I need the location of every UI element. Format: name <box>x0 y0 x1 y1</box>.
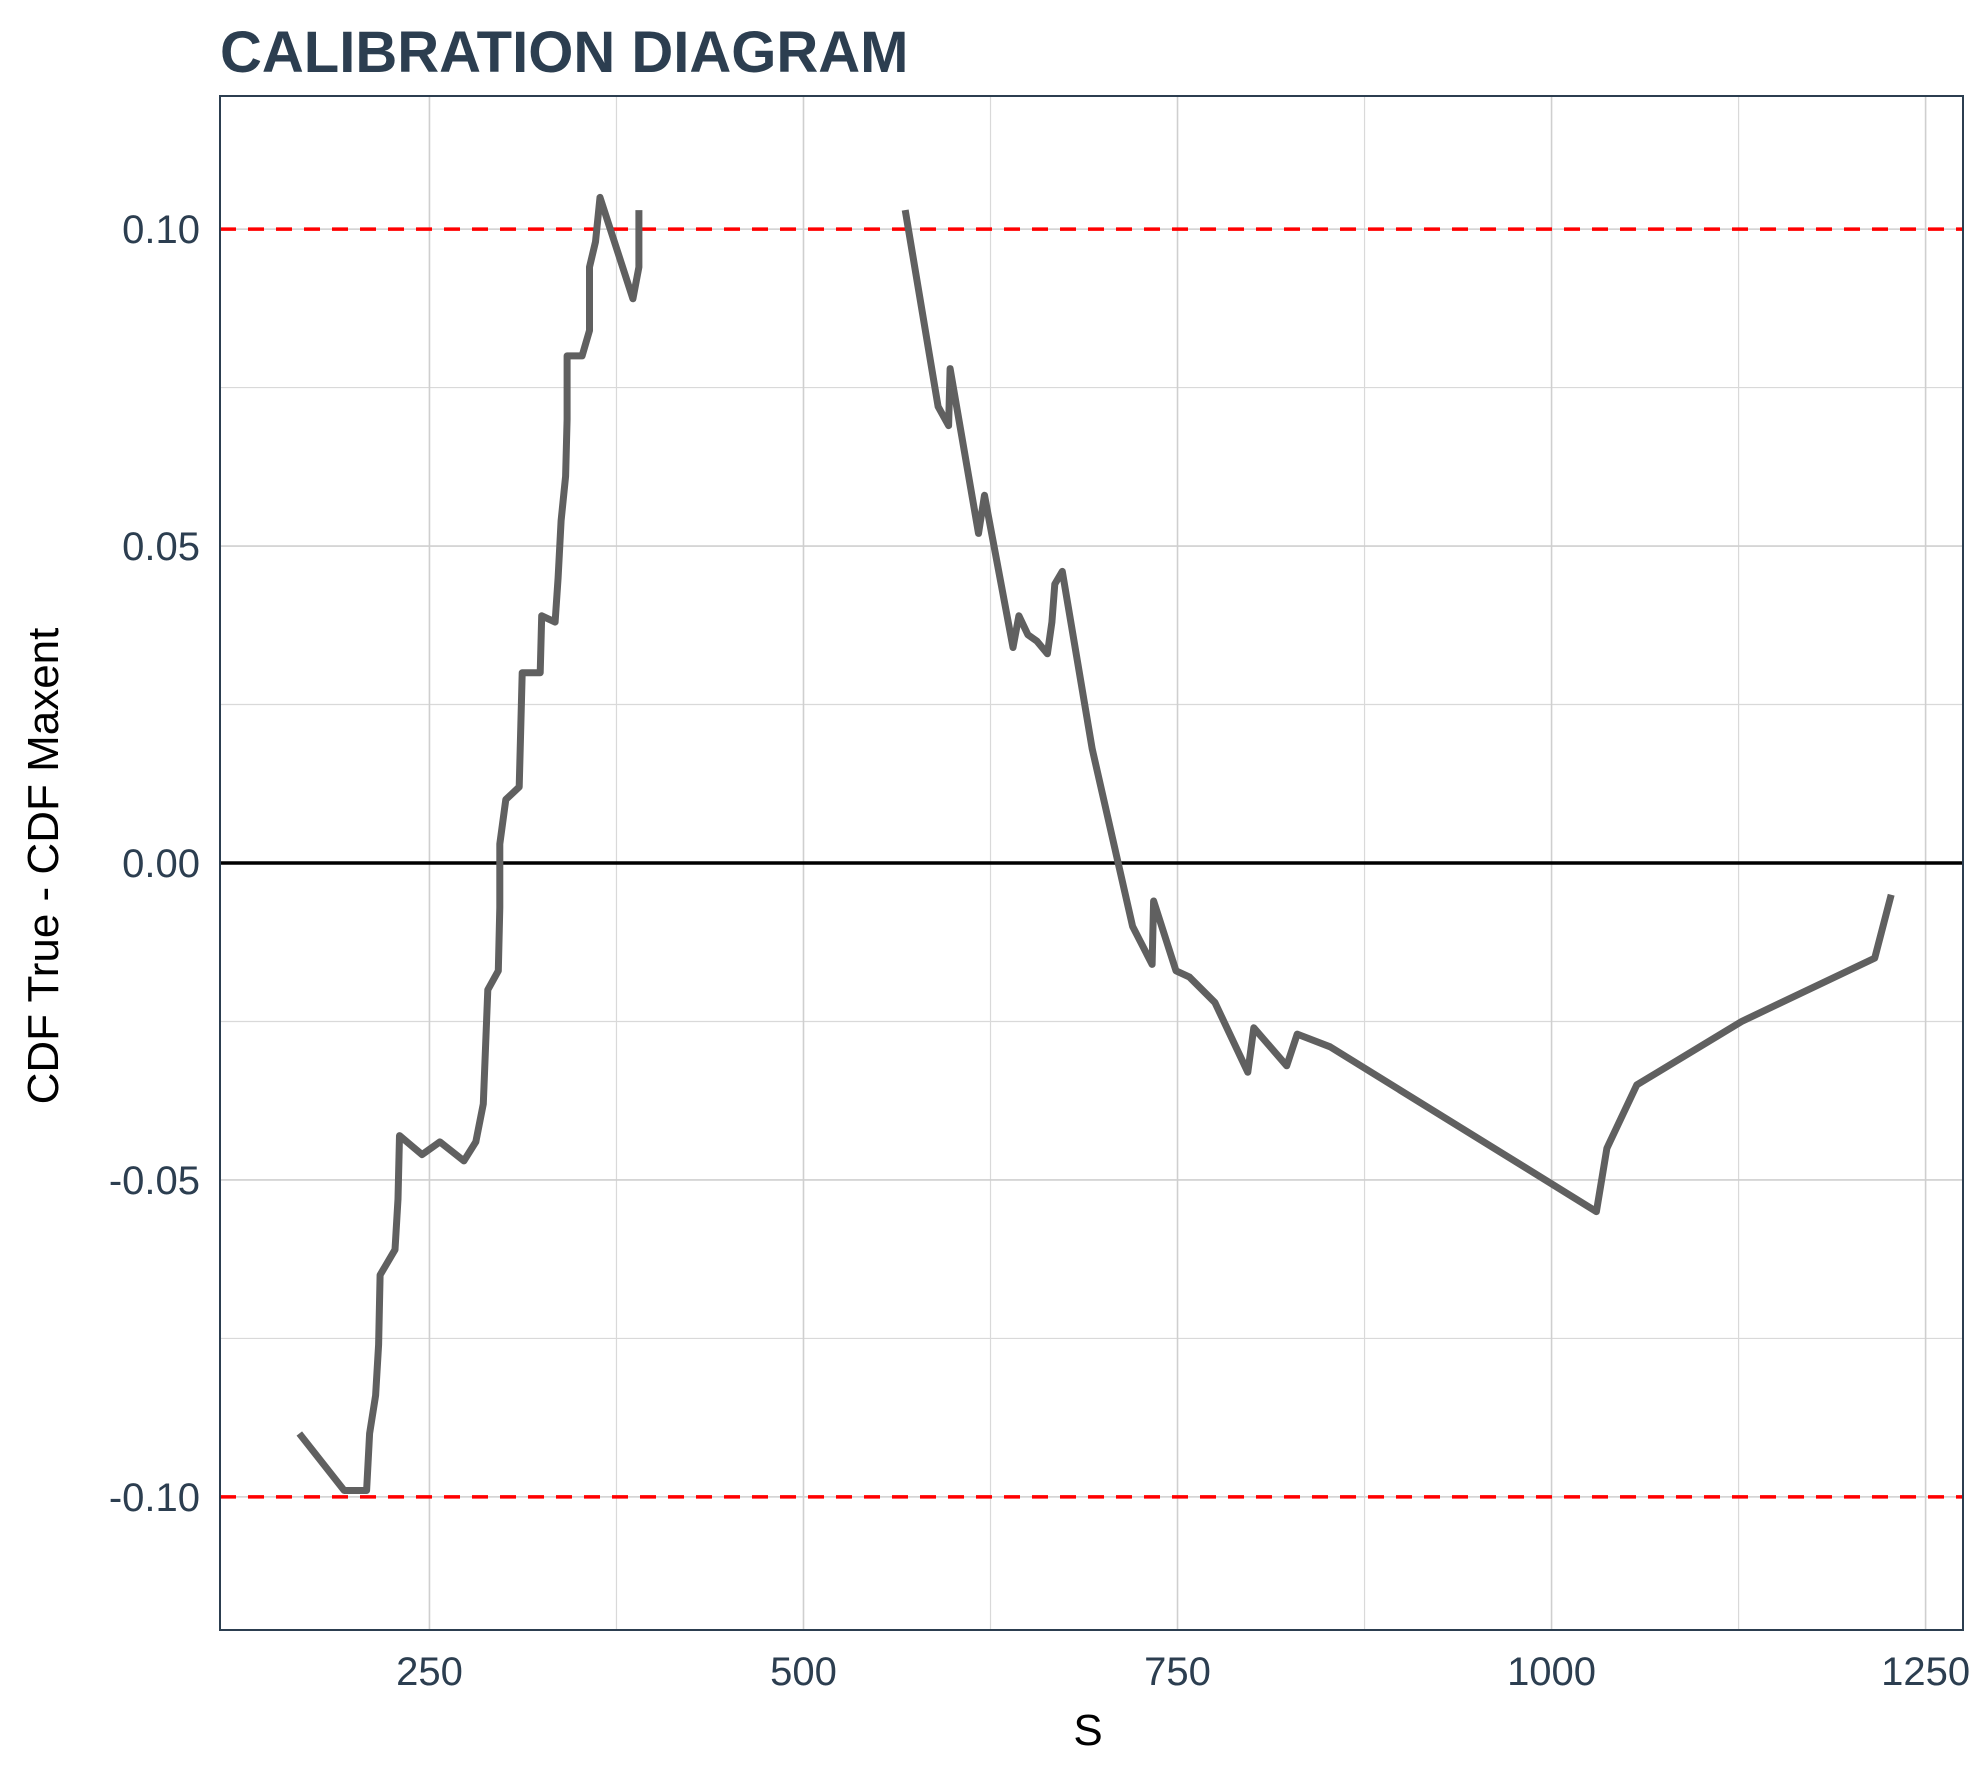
x-axis-title: S <box>1073 1706 1102 1755</box>
plot-border <box>219 95 1964 1631</box>
x-tick-label: 500 <box>770 1650 837 1694</box>
x-tick-label: 1250 <box>1881 1650 1970 1694</box>
x-tick-label: 250 <box>396 1650 463 1694</box>
y-tick-label: -0.05 <box>109 1159 200 1203</box>
y-axis-title: CDF True - CDF Maxent <box>19 628 68 1105</box>
series-line <box>901 209 1895 1216</box>
x-axis-tick-labels: 250 500 750 1000 1250 <box>396 1650 1970 1694</box>
data-series <box>296 193 1895 1494</box>
x-tick-label: 1000 <box>1507 1650 1596 1694</box>
series-line <box>296 193 643 1494</box>
reference-lines <box>220 227 1963 1499</box>
y-tick-label: 0.10 <box>122 208 200 252</box>
chart-title: CALIBRATION DIAGRAM <box>220 20 908 85</box>
y-axis-tick-labels: -0.10 -0.05 0.00 0.05 0.10 <box>109 208 200 1520</box>
y-tick-label: -0.10 <box>109 1476 200 1520</box>
y-tick-label: 0.00 <box>122 842 200 886</box>
x-tick-label: 750 <box>1144 1650 1211 1694</box>
y-tick-label: 0.05 <box>122 525 200 569</box>
